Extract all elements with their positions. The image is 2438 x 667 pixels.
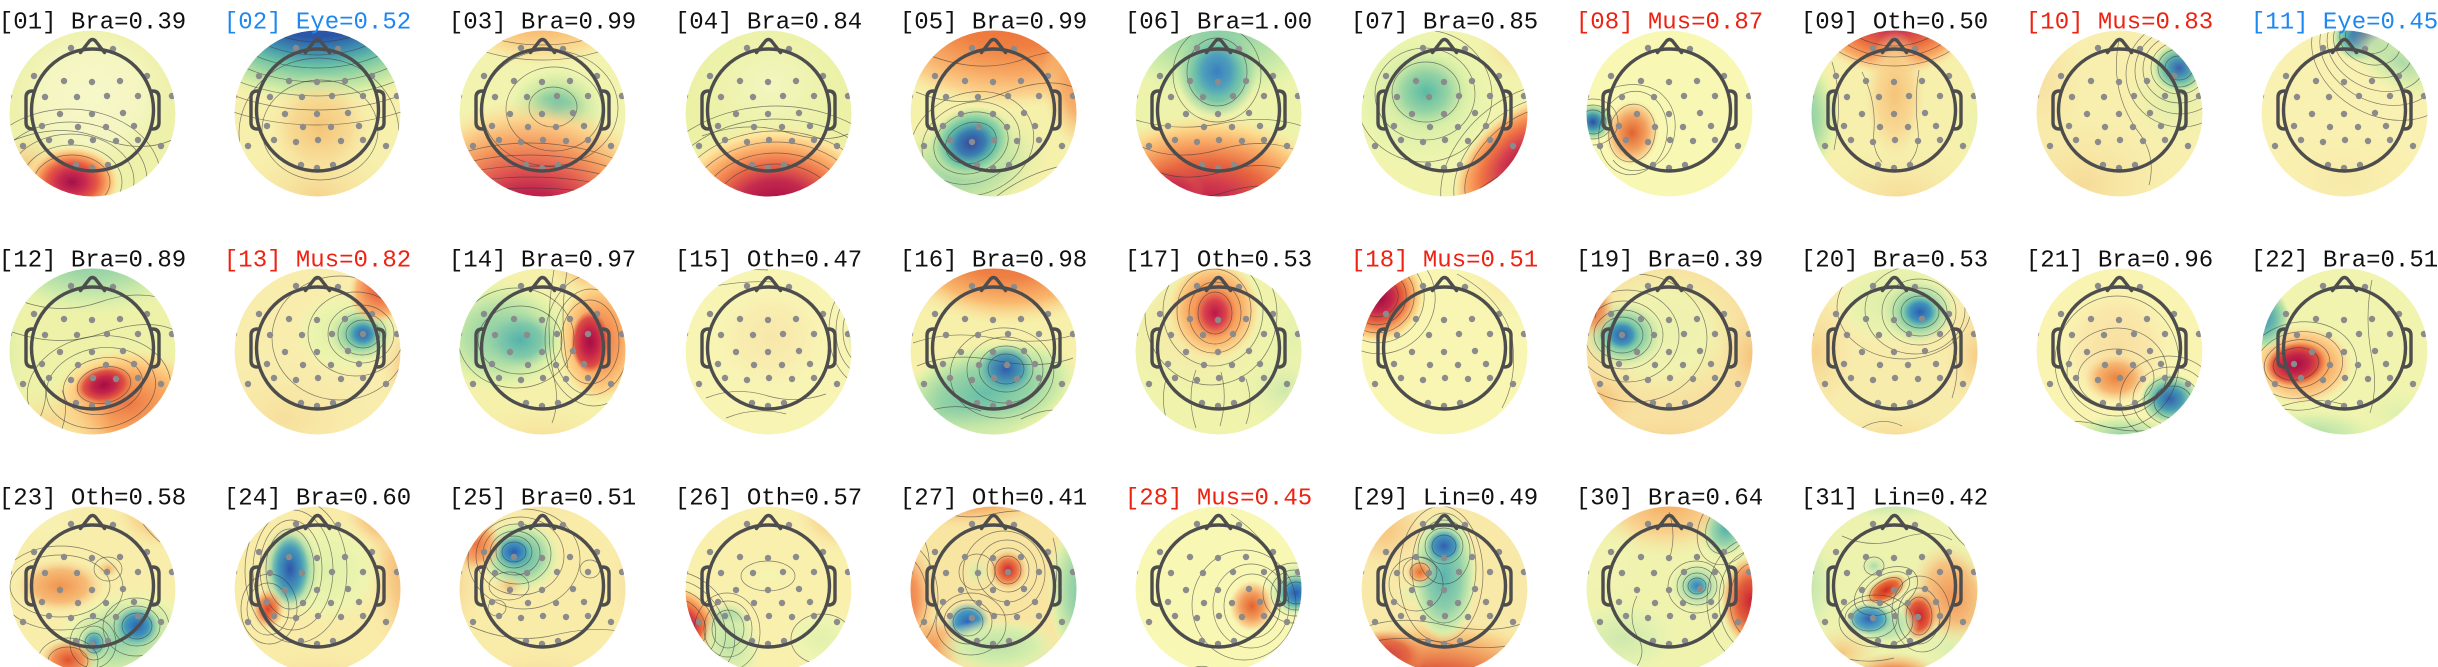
svg-text:[23] Oth=0.58: [23] Oth=0.58 <box>0 486 186 513</box>
svg-text:[09] Oth=0.50: [09] Oth=0.50 <box>1802 10 1988 37</box>
svg-text:[02] Eye=0.52: [02] Eye=0.52 <box>225 10 411 37</box>
svg-text:[13] Mus=0.82: [13] Mus=0.82 <box>225 248 411 275</box>
svg-text:[06] Bra=1.00: [06] Bra=1.00 <box>1126 10 1312 37</box>
svg-text:[01] Bra=0.39: [01] Bra=0.39 <box>0 10 186 37</box>
svg-text:[14] Bra=0.97: [14] Bra=0.97 <box>450 248 636 275</box>
svg-text:[22] Bra=0.51: [22] Bra=0.51 <box>2252 248 2438 275</box>
svg-text:[29] Lin=0.49: [29] Lin=0.49 <box>1352 486 1538 513</box>
svg-text:[18] Mus=0.51: [18] Mus=0.51 <box>1352 248 1538 275</box>
svg-text:[25] Bra=0.51: [25] Bra=0.51 <box>450 486 636 513</box>
svg-text:[24] Bra=0.60: [24] Bra=0.60 <box>225 486 411 513</box>
svg-text:[05] Bra=0.99: [05] Bra=0.99 <box>901 10 1087 37</box>
svg-text:[26] Oth=0.57: [26] Oth=0.57 <box>676 486 862 513</box>
svg-text:[10] Mus=0.83: [10] Mus=0.83 <box>2027 10 2213 37</box>
svg-text:[11] Eye=0.45: [11] Eye=0.45 <box>2252 10 2438 37</box>
svg-text:[19] Bra=0.39: [19] Bra=0.39 <box>1577 248 1763 275</box>
svg-text:[07] Bra=0.85: [07] Bra=0.85 <box>1352 10 1538 37</box>
svg-text:[30] Bra=0.64: [30] Bra=0.64 <box>1577 486 1763 513</box>
svg-text:[12] Bra=0.89: [12] Bra=0.89 <box>0 248 186 275</box>
svg-text:[15] Oth=0.47: [15] Oth=0.47 <box>676 248 862 275</box>
svg-text:[21] Bra=0.96: [21] Bra=0.96 <box>2027 248 2213 275</box>
svg-text:[08] Mus=0.87: [08] Mus=0.87 <box>1577 10 1763 37</box>
svg-text:[27] Oth=0.41: [27] Oth=0.41 <box>901 486 1087 513</box>
svg-text:[31] Lin=0.42: [31] Lin=0.42 <box>1802 486 1988 513</box>
svg-text:[17] Oth=0.53: [17] Oth=0.53 <box>1126 248 1312 275</box>
svg-text:[03] Bra=0.99: [03] Bra=0.99 <box>450 10 636 37</box>
svg-text:[16] Bra=0.98: [16] Bra=0.98 <box>901 248 1087 275</box>
svg-text:[20] Bra=0.53: [20] Bra=0.53 <box>1802 248 1988 275</box>
svg-text:[28] Mus=0.45: [28] Mus=0.45 <box>1126 486 1312 513</box>
svg-text:[04] Bra=0.84: [04] Bra=0.84 <box>676 10 862 37</box>
